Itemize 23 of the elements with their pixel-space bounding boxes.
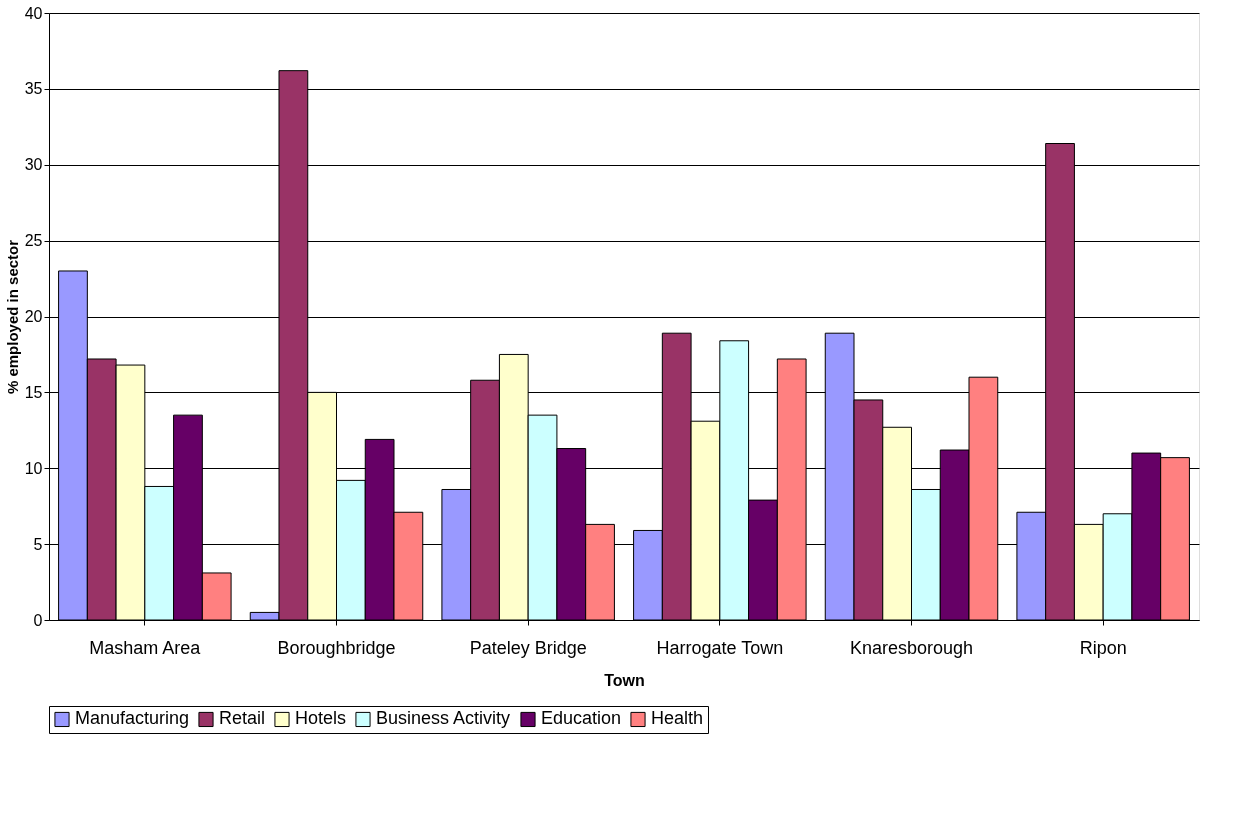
x-tick-label: Ripon bbox=[1079, 637, 1127, 658]
y-tick-label: 40 bbox=[24, 4, 43, 22]
y-tick-label: 30 bbox=[24, 156, 43, 174]
y-axis-title: % employed in sector bbox=[3, 239, 21, 395]
legend-label: Education bbox=[541, 708, 622, 729]
x-tick-label: Masham Area bbox=[89, 637, 202, 658]
y-tick-label: 10 bbox=[24, 459, 43, 477]
x-tick-label: Knaresborough bbox=[849, 637, 974, 658]
y-tick-label: 15 bbox=[24, 383, 43, 401]
x-tick-label: Harrogate Town bbox=[656, 637, 784, 658]
legend-label: Business Activity bbox=[376, 708, 511, 729]
y-tick-label: 20 bbox=[24, 308, 43, 325]
legend-label: Manufacturing bbox=[75, 708, 190, 729]
legend-label: Retail bbox=[219, 708, 266, 729]
x-tick-label: Boroughbridge bbox=[277, 637, 396, 658]
y-tick-label: 5 bbox=[33, 535, 43, 553]
x-axis-title: Town bbox=[604, 671, 645, 689]
y-tick-label: 35 bbox=[24, 80, 43, 98]
y-tick-label: 0 bbox=[33, 611, 43, 629]
legend-label: Hotels bbox=[295, 708, 347, 729]
y-tick-label: 25 bbox=[24, 232, 43, 250]
x-tick-label: Pateley Bridge bbox=[469, 637, 587, 658]
legend-label: Health bbox=[651, 708, 704, 729]
